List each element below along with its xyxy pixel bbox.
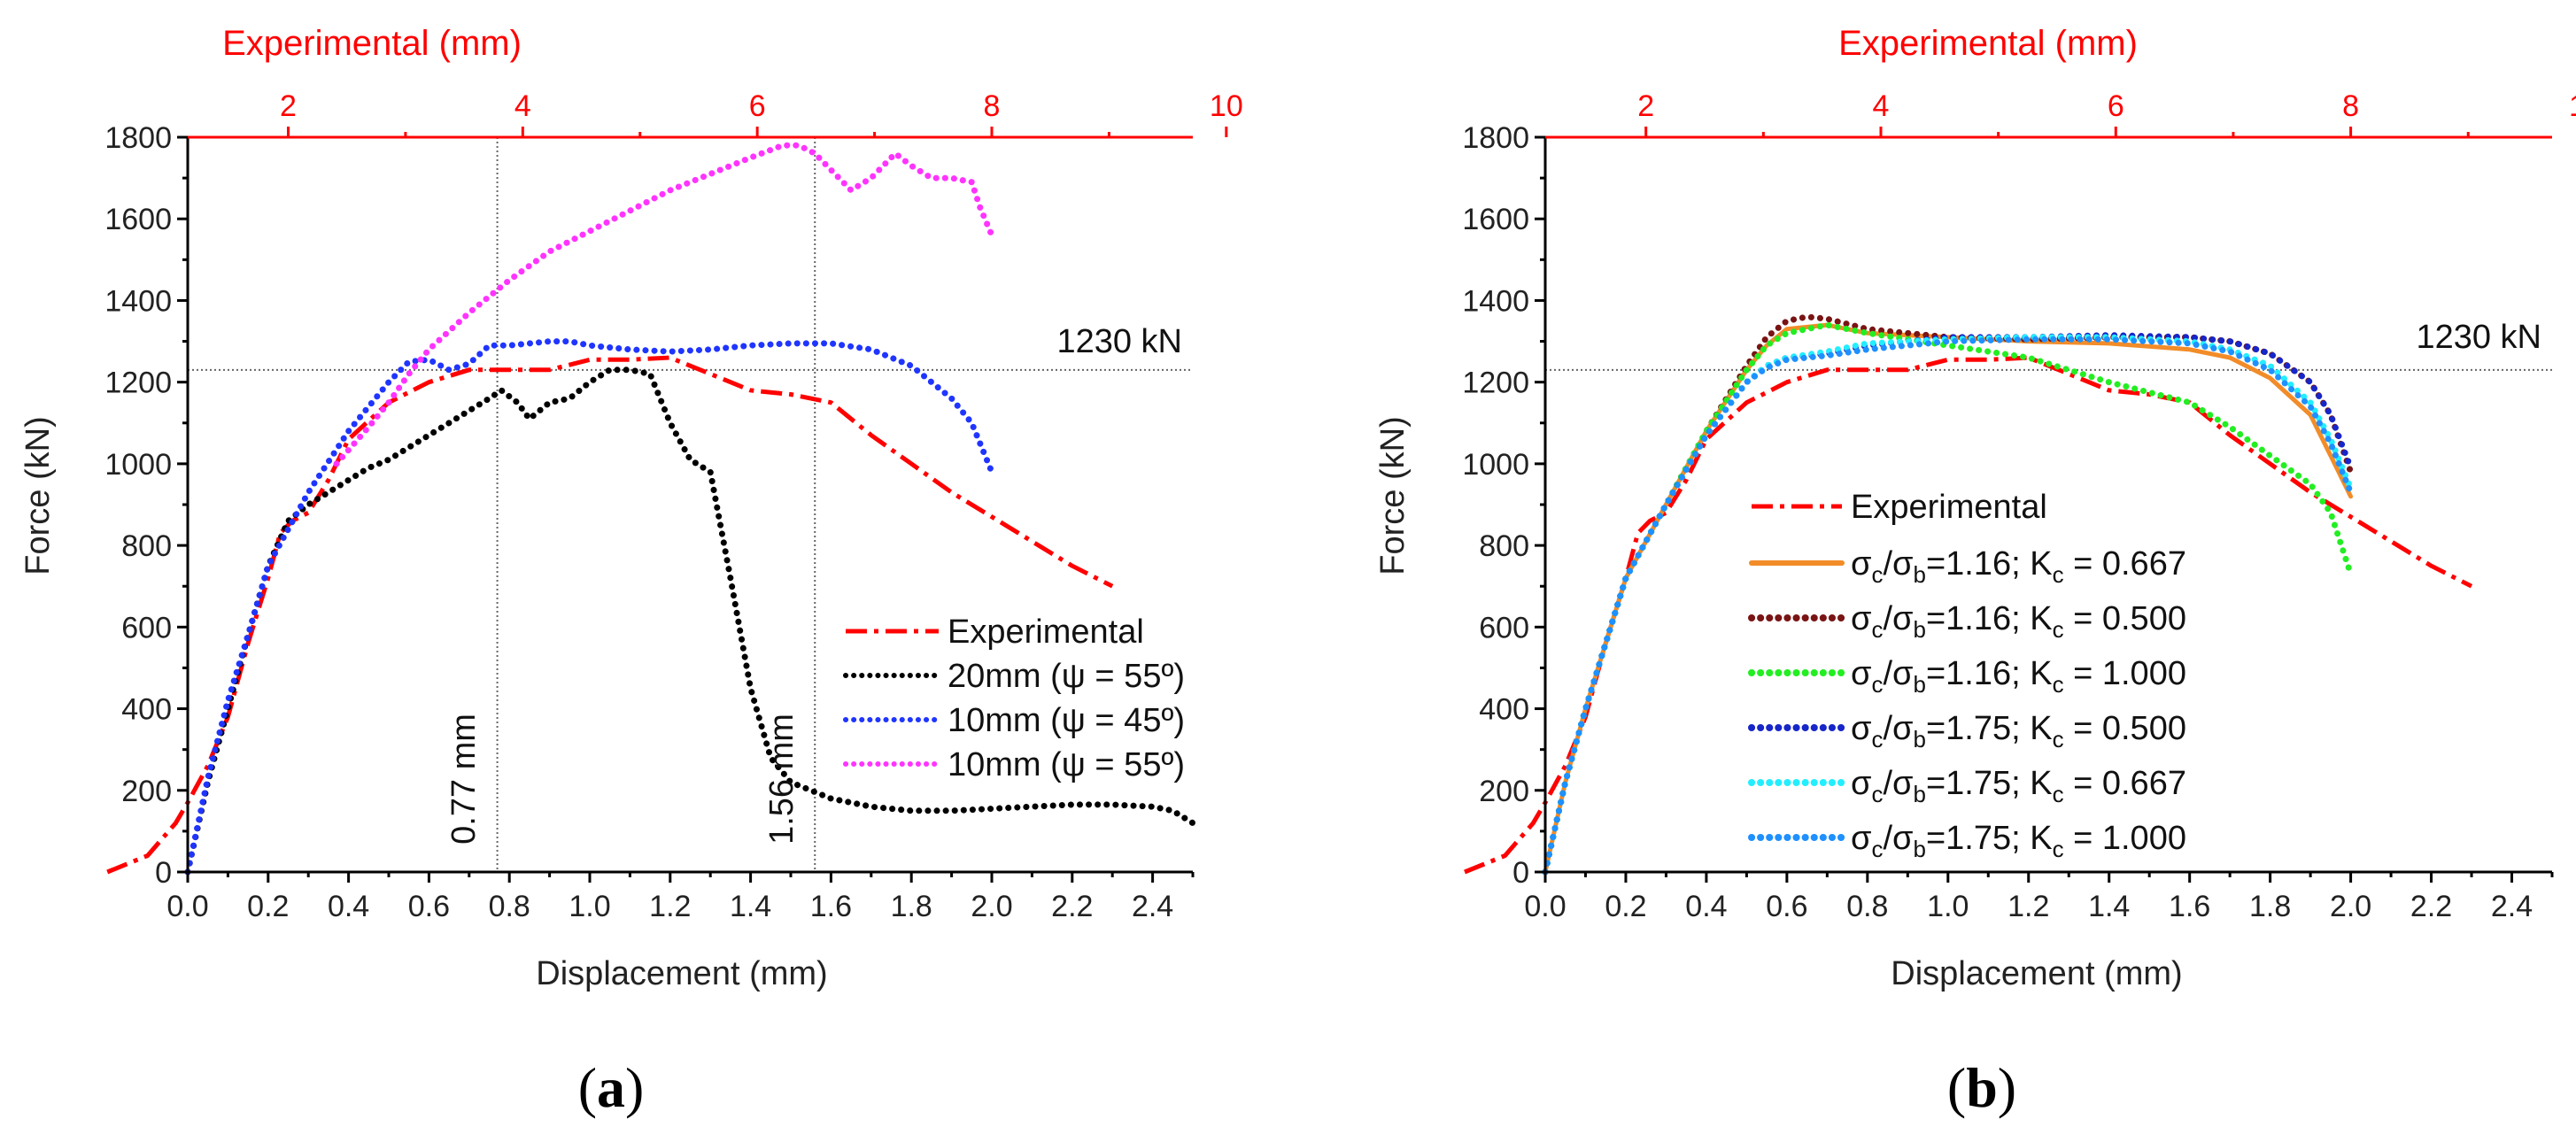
x-tick-label: 2.0	[2330, 890, 2371, 923]
panel-b: 0 200 400 600 800 1000 1200 1400 1600 1800 0.0 0.2 0…	[1374, 24, 2576, 1119]
x-tick-label: 1.4	[730, 890, 771, 923]
y-tick-label: 1000	[104, 448, 172, 482]
legend-label-experimental: Experimental	[948, 613, 1144, 651]
legend-label-10mm-55: 10mm (ψ = 55º)	[948, 746, 1185, 783]
panel-b-top-axis-title: Experimental (mm)	[1838, 24, 2138, 63]
panel-b-axes: 0 200 400 600 800 1000 1200 1400 1600 1800 0.0 0.2 0…	[1462, 89, 2576, 923]
top-tick-label: 2	[1637, 89, 1654, 123]
panel-a-vline-label-2: 1.56 mm	[763, 714, 801, 845]
series-line-0	[106, 355, 1114, 875]
panel-b-legend-rows: σc/σb=1.16; Kc = 0.667 σc/σb=1.16; Kc = 0…	[1748, 545, 2186, 862]
x-tick-label: 0.6	[1766, 890, 1807, 923]
panel-a-hline-label: 1230 kN	[1056, 323, 1182, 360]
panel-a-top-axis-title: Experimental (mm)	[222, 24, 522, 63]
y-tick-label: 0	[155, 856, 172, 890]
y-tick-label: 600	[1479, 611, 1529, 644]
x-tick-label: 1.4	[2088, 890, 2130, 923]
y-tick-label: 600	[121, 611, 172, 644]
x-tick-label: 2.0	[971, 890, 1012, 923]
series-line-3	[333, 142, 995, 467]
y-tick-label: 400	[121, 693, 172, 727]
panel-a: 0 200 400 600 800 1000 1200 1400 1600 1800 0.0 0.2 0…	[19, 24, 1243, 1119]
x-tick-label: 0.8	[1846, 890, 1888, 923]
legend-label-1: σc/σb=1.16; Kc = 0.667	[1851, 545, 2186, 588]
x-tick-label: 0.4	[1685, 890, 1727, 923]
x-tick-label: 0.4	[328, 890, 369, 923]
panel-b-y-axis-title: Force (kN)	[1374, 416, 1412, 575]
top-tick-label: 2	[280, 89, 297, 123]
x-tick-label: 1.8	[2249, 890, 2291, 923]
legend-label-2: σc/σb=1.16; Kc = 0.500	[1851, 600, 2186, 643]
y-tick-label: 800	[1479, 529, 1529, 563]
x-tick-label: 0.6	[408, 890, 450, 923]
legend-label-5: σc/σb=1.75; Kc = 0.667	[1851, 765, 2186, 807]
top-tick-label: 6	[2108, 89, 2124, 123]
series-line-6	[1542, 336, 2355, 876]
top-tick-label: 8	[984, 89, 1001, 123]
panel-b-series	[1464, 313, 2473, 876]
panel-a-legend: Experimental 20mm (ψ = 55º) 10mm (ψ = 45…	[843, 613, 1185, 783]
x-tick-label: 1.0	[1927, 890, 1969, 923]
legend-label-4: σc/σb=1.75; Kc = 0.500	[1851, 710, 2186, 752]
series-line-1	[184, 367, 1196, 876]
y-tick-label: 1800	[1462, 121, 1529, 155]
y-tick-label: 0	[1512, 856, 1529, 890]
x-tick-label: 2.2	[2410, 890, 2452, 923]
panel-a-y-axis-title: Force (kN)	[19, 416, 57, 575]
x-tick-label: 1.6	[810, 890, 852, 923]
x-tick-label: 0.2	[1605, 890, 1646, 923]
panel-a-reference-lines	[188, 137, 1193, 872]
y-tick-label: 1000	[1462, 448, 1529, 482]
panel-b-x-axis-title: Displacement (mm)	[1891, 955, 2182, 992]
top-tick-label: 6	[749, 89, 766, 123]
top-tick-label: 4	[1873, 89, 1890, 123]
legend-label-experimental: Experimental	[1851, 489, 2047, 526]
x-tick-label: 0.2	[247, 890, 289, 923]
x-tick-label: 0.0	[166, 890, 208, 923]
panel-a-vline-label-1: 0.77 mm	[445, 714, 483, 845]
x-tick-label: 0.8	[489, 890, 530, 923]
top-tick-label: 4	[514, 89, 531, 123]
y-tick-label: 200	[1479, 775, 1529, 808]
x-tick-label: 1.2	[2007, 890, 2049, 923]
legend-label-10mm-45: 10mm (ψ = 45º)	[948, 702, 1185, 739]
panel-b-label: (b)	[1947, 1056, 2016, 1119]
panel-b-legend: Experimental σc/σb=1.16; Kc = 0.667σc/σb…	[1748, 489, 2186, 862]
series-line-2	[184, 338, 995, 876]
panel-a-label: (a)	[578, 1056, 645, 1119]
panel-b-hline-label: 1230 kN	[2416, 319, 2541, 356]
legend-label-3: σc/σb=1.16; Kc = 1.000	[1851, 655, 2186, 698]
top-tick-label: 8	[2342, 89, 2359, 123]
y-tick-label: 1200	[104, 367, 172, 400]
x-tick-label: 0.0	[1524, 890, 1566, 923]
y-tick-label: 1200	[1462, 367, 1529, 400]
panel-a-x-axis-title: Displacement (mm)	[536, 955, 827, 992]
y-tick-label: 1600	[1462, 203, 1529, 236]
y-tick-label: 1400	[104, 284, 172, 318]
x-tick-label: 2.4	[2491, 890, 2533, 923]
x-tick-label: 2.4	[1132, 890, 1173, 923]
x-tick-label: 2.2	[1051, 890, 1093, 923]
legend-label-6: σc/σb=1.75; Kc = 1.000	[1851, 820, 2186, 862]
y-tick-label: 1800	[104, 121, 172, 155]
y-tick-label: 1400	[1462, 284, 1529, 318]
y-tick-label: 200	[121, 775, 172, 808]
legend-label-20mm-55: 20mm (ψ = 55º)	[948, 658, 1185, 695]
top-tick-label: 10	[2569, 89, 2576, 123]
panel-a-axes: 0 200 400 600 800 1000 1200 1400 1600 1800 0.0 0.2 0…	[104, 89, 1242, 923]
x-tick-label: 1.6	[2169, 890, 2210, 923]
x-tick-label: 1.0	[569, 890, 610, 923]
y-tick-label: 400	[1479, 693, 1529, 727]
y-tick-label: 800	[121, 529, 172, 563]
x-tick-label: 1.2	[649, 890, 691, 923]
top-tick-label: 10	[1210, 89, 1243, 123]
y-tick-label: 1600	[104, 203, 172, 236]
x-tick-label: 1.8	[891, 890, 932, 923]
panel-a-series	[106, 142, 1196, 876]
